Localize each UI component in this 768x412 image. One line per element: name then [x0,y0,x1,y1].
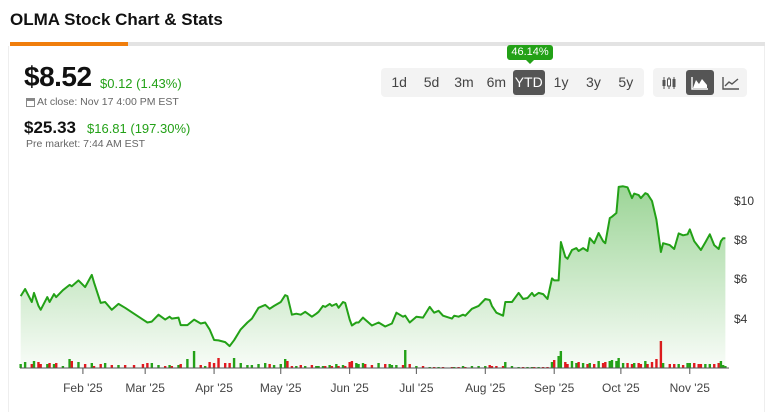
x-tick-label: Jun '25 [330,381,369,395]
range-3m-button[interactable]: 3m [454,74,474,90]
x-tick-label: Feb '25 [63,381,103,395]
ytd-return-tooltip: 46.14% [507,45,553,64]
price-area [20,186,726,368]
line-chart-icon [722,76,740,90]
candlestick-button[interactable] [655,70,683,95]
active-tab-indicator [10,42,128,46]
chart-panel [8,46,765,412]
premarket-price: $25.33 [24,118,76,137]
y-tick-label: $4 [734,311,748,326]
price-line [19,185,726,348]
area-chart-button[interactable] [685,70,714,95]
range-selector: 1d 5d 3m 6m YTD 1y 3y 5y [381,68,644,97]
chart-type-selector [653,68,747,97]
x-tick-label: Apr '25 [195,381,233,395]
price-change: $0.12 (1.43%) [100,76,182,91]
close-time-label: At close: Nov 17 4:00 PM EST [37,96,179,108]
range-5y-button[interactable]: 5y [618,74,634,90]
premarket-time: Pre market: 7:44 AM EST [26,138,146,150]
last-price: $8.52 [24,61,92,92]
calendar-icon [26,97,35,107]
x-tick-label: Oct '25 [602,381,640,395]
y-tick-label: $6 [734,272,748,287]
area-chart-icon [691,76,708,90]
section-tab-bar [10,42,765,46]
x-tick-label: Aug '25 [465,381,506,395]
volume-bar [19,364,22,368]
range-ytd-button[interactable]: YTD [512,70,545,95]
close-time: At close: Nov 17 4:00 PM EST [26,96,179,108]
y-tick-label: $8 [734,233,748,248]
line-chart-button[interactable] [717,70,745,95]
premarket-change: $16.81 (197.30%) [87,121,191,136]
y-tick-label: $10 [734,194,755,208]
x-tick-label: Mar '25 [125,381,165,395]
x-tick-label: Jul '25 [399,381,434,395]
range-5d-button[interactable]: 5d [423,74,440,90]
x-tick-label: May '25 [259,381,302,395]
range-6m-button[interactable]: 6m [486,74,507,90]
x-tick-label: Nov '25 [669,381,710,395]
page-title: OLMA Stock Chart & Stats [10,10,223,29]
candlestick-icon [662,76,676,89]
range-1d-button[interactable]: 1d [391,74,407,90]
range-1y-button[interactable]: 1y [553,74,569,90]
range-3y-button[interactable]: 3y [586,74,601,90]
x-tick-label: Sep '25 [534,381,575,395]
